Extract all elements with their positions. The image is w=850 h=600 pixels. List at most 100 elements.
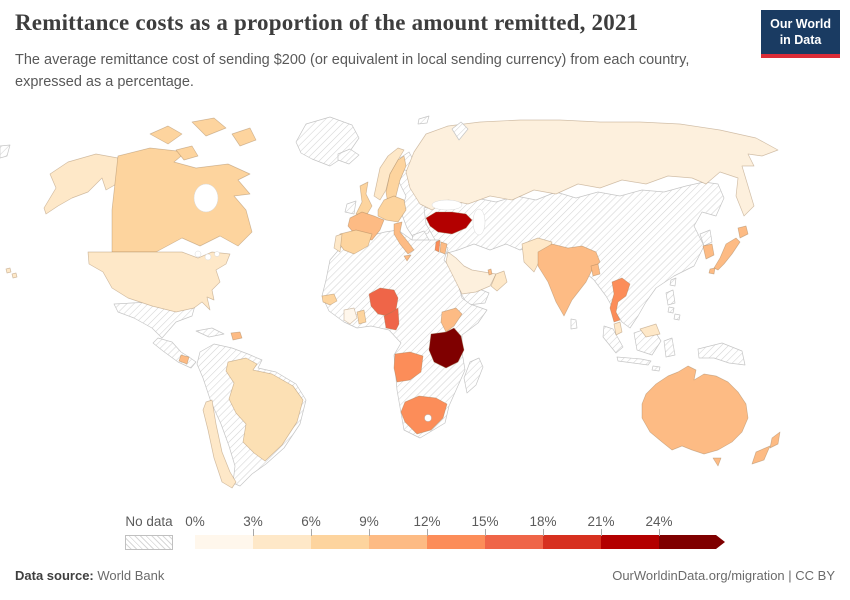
- legend-segment-6%[interactable]: [311, 535, 369, 549]
- country-japan-hokkaido[interactable]: [737, 225, 749, 239]
- country-bangladesh[interactable]: [590, 263, 601, 277]
- country-costa-rica[interactable]: [178, 354, 190, 365]
- legend-tick-mark-24%: [659, 529, 660, 536]
- owid-logo[interactable]: Our World in Data: [761, 10, 840, 58]
- legend-tick-mark-3%: [253, 529, 254, 536]
- landmass-novaya-zemlya: [451, 121, 469, 141]
- owid-logo-line2: in Data: [779, 33, 822, 48]
- country-tanzania[interactable]: [428, 327, 465, 369]
- landmass-cuba: [195, 327, 225, 338]
- landmass-philippines: [665, 289, 676, 306]
- landmass-central-america: [152, 337, 197, 369]
- country-cote-divoire[interactable]: [343, 307, 358, 325]
- legend-tick-mark-9%: [369, 529, 370, 536]
- landmass-lesser-sunda: [651, 365, 661, 372]
- country-usa[interactable]: [87, 251, 231, 313]
- legend-segment-0%[interactable]: [195, 535, 253, 549]
- country-ghana[interactable]: [356, 309, 367, 325]
- legend-tick-mark-12%: [427, 529, 428, 536]
- country-japan-honshu[interactable]: [713, 237, 741, 271]
- country-portugal[interactable]: [333, 233, 343, 253]
- country-canada-island-3[interactable]: [231, 127, 257, 147]
- country-usa-hawaii-2[interactable]: [11, 272, 18, 279]
- legend-tick-mark-6%: [311, 529, 312, 536]
- country-italy-sicily[interactable]: [403, 254, 412, 262]
- country-chile[interactable]: [202, 399, 237, 489]
- legend-tick-mark-21%: [601, 529, 602, 536]
- landmass-java: [616, 356, 652, 366]
- country-new-zealand-north[interactable]: [769, 431, 781, 449]
- landmass-sri-lanka: [570, 318, 578, 330]
- legend-tick-mark-15%: [485, 529, 486, 536]
- country-italy[interactable]: [393, 221, 415, 255]
- landmass-philippines-south: [667, 306, 675, 314]
- country-malaysia-peninsula[interactable]: [613, 321, 623, 336]
- country-new-zealand-south[interactable]: [751, 445, 771, 465]
- country-malaysia-borneo[interactable]: [639, 323, 661, 338]
- legend-tick-label-3%: 3%: [243, 514, 263, 529]
- country-japan-kyushu[interactable]: [708, 267, 716, 275]
- legend-no-data-swatch: [125, 535, 173, 550]
- black-sea: [431, 199, 463, 211]
- country-dominican-republic[interactable]: [230, 331, 243, 341]
- legend-segment-15%[interactable]: [485, 535, 543, 549]
- legend-tick-label-21%: 21%: [587, 514, 615, 529]
- country-south-korea[interactable]: [702, 243, 715, 260]
- country-uk[interactable]: [355, 181, 373, 217]
- landmass-taiwan: [669, 277, 677, 287]
- chart-subtitle: The average remittance cost of sending $…: [15, 52, 690, 90]
- landmass-chukotka-fragment: [0, 144, 11, 159]
- lesotho-enclave: [424, 414, 432, 422]
- data-source-value: World Bank: [97, 568, 165, 583]
- credit-line[interactable]: OurWorldinData.org/migration | CC BY: [612, 568, 835, 583]
- country-israel[interactable]: [434, 239, 441, 253]
- legend-tick-mark-18%: [543, 529, 544, 536]
- country-senegal[interactable]: [321, 293, 338, 306]
- country-canada-island-1[interactable]: [149, 125, 183, 145]
- legend-tick-label-12%: 12%: [413, 514, 441, 529]
- legend-segment-21%[interactable]: [601, 535, 659, 549]
- legend-tick-label-9%: 9%: [359, 514, 379, 529]
- legend-tick-label-6%: 6%: [301, 514, 321, 529]
- country-saudi-arabia[interactable]: [445, 251, 497, 295]
- landmass-iceland: [337, 148, 360, 165]
- owid-logo-line1: Our World: [770, 17, 831, 31]
- country-kenya[interactable]: [440, 307, 463, 333]
- country-usa-hawaii-1[interactable]: [5, 267, 12, 274]
- legend-color-scale: 0% 3% 6% 9% 12% 15% 18% 21% 24%: [185, 514, 735, 554]
- landmass-mindanao: [673, 313, 681, 321]
- country-canada-island-4[interactable]: [175, 145, 199, 161]
- country-south-africa[interactable]: [400, 395, 448, 435]
- country-canada[interactable]: [111, 147, 253, 253]
- data-source: Data source: World Bank: [15, 568, 164, 583]
- country-australia[interactable]: [641, 365, 749, 455]
- country-canada-island-2[interactable]: [191, 117, 227, 137]
- country-oman-uae[interactable]: [490, 270, 508, 292]
- great-lake-2: [204, 253, 212, 261]
- legend-tick-label-24%: 24%: [645, 514, 673, 529]
- country-jordan[interactable]: [439, 241, 448, 255]
- country-usa-alaska[interactable]: [43, 153, 121, 215]
- great-lake-1: [194, 250, 202, 258]
- country-qatar[interactable]: [487, 268, 493, 276]
- country-cameroon[interactable]: [383, 307, 400, 331]
- landmass-north-korea: [699, 229, 713, 247]
- legend-segment-12%[interactable]: [427, 535, 485, 549]
- country-thailand[interactable]: [609, 277, 631, 323]
- country-russia[interactable]: [405, 119, 779, 217]
- country-norway[interactable]: [373, 147, 405, 201]
- country-germany[interactable]: [377, 195, 407, 223]
- landmass-new-guinea: [697, 342, 746, 366]
- country-australia-tasmania[interactable]: [712, 457, 722, 467]
- legend-segment-18%[interactable]: [543, 535, 601, 549]
- great-lake-3: [214, 251, 220, 257]
- country-brazil[interactable]: [225, 357, 304, 462]
- country-india[interactable]: [537, 243, 601, 317]
- legend-segment-24%[interactable]: [659, 535, 725, 549]
- country-turkey[interactable]: [425, 211, 473, 235]
- legend-no-data[interactable]: No data: [122, 514, 176, 550]
- legend-segment-9%[interactable]: [369, 535, 427, 549]
- legend-segment-3%[interactable]: [253, 535, 311, 549]
- country-angola[interactable]: [393, 351, 424, 383]
